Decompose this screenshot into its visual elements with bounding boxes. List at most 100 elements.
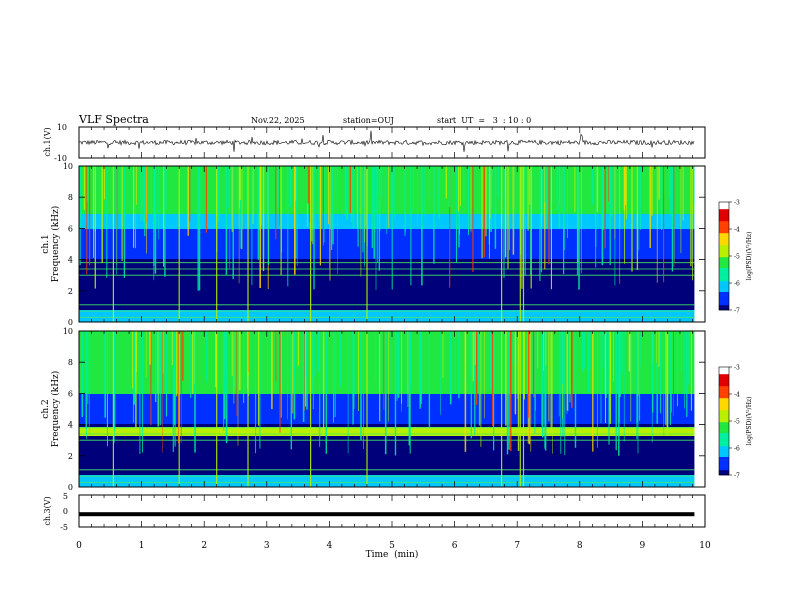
ch3-waveform-trace: [79, 512, 695, 517]
spectrogram-band: [79, 331, 695, 335]
freq-tick-label: 10: [63, 162, 73, 171]
spectrogram-band: [79, 289, 695, 293]
spectrogram-band: [79, 253, 695, 257]
ch2-colorbar: -3 -4 -5 -6 -7 log(PSD)(V²/Hz): [718, 365, 753, 480]
colorbar-swatch: [719, 224, 729, 227]
colorbar-swatch: [719, 395, 729, 398]
colorbar-swatch: [719, 428, 729, 430]
spectrogram-band: [79, 352, 695, 356]
colorbar-swatch: [719, 227, 729, 229]
colorbar-swatch: [719, 413, 729, 416]
spectrogram-band: [79, 313, 695, 317]
time-tick-label: 2: [201, 541, 207, 551]
colorbar-swatch: [719, 368, 729, 370]
colorbar-swatch: [719, 376, 729, 379]
colorbar-swatch: [719, 404, 729, 406]
spectrogram-band: [79, 379, 695, 383]
colorbar-swatch: [719, 266, 729, 269]
spectrogram-band: [79, 358, 695, 362]
colorbar-swatch: [719, 417, 729, 419]
spectrogram-band: [79, 310, 695, 314]
spectrogram-band: [79, 370, 695, 374]
time-tick-label: 4: [327, 541, 333, 551]
spectrogram-band: [79, 301, 695, 305]
colorbar-swatch: [719, 293, 729, 295]
colorbar-swatch: [719, 203, 729, 205]
colorbar-swatch: [719, 300, 729, 302]
spectrogram-band: [79, 397, 695, 401]
colorbar-swatch: [719, 441, 729, 443]
ch3-waveform-ylabel: ch.3(V): [43, 496, 52, 525]
spectrogram-band: [79, 406, 695, 410]
colorbar-swatch: [719, 282, 729, 284]
spectrogram-band: [79, 454, 695, 458]
freq-tick-label: 10: [63, 327, 73, 336]
colorbar-swatch: [719, 210, 729, 212]
colorbar-swatch: [719, 234, 729, 236]
spectrogram-band: [79, 349, 695, 353]
colorbar-swatch: [719, 400, 729, 403]
spectrogram-band: [79, 340, 695, 344]
spectrogram-band: [79, 457, 695, 461]
colorbar-swatch: [719, 454, 729, 457]
colorbar-swatch: [719, 206, 729, 209]
colorbar-swatch: [719, 220, 729, 222]
spectrogram-band: [79, 346, 695, 350]
colorbar-swatch: [719, 424, 729, 427]
colorbar-swatch: [719, 294, 729, 296]
colorbar-swatch: [719, 247, 729, 250]
colorbar-swatch: [719, 443, 729, 446]
colorbar-swatch: [719, 436, 729, 439]
colorbar-swatch: [719, 447, 729, 449]
ch1-frequency-label: Frequency (kHz): [50, 206, 61, 283]
spectrogram-band: [79, 337, 695, 341]
spectrogram-band: [79, 382, 695, 386]
colorbar-swatch: [719, 399, 729, 401]
colorbar-swatch: [719, 410, 729, 412]
ch2-frequency-label: Frequency (kHz): [50, 371, 61, 448]
colorbar-tick-label: -3: [734, 200, 740, 207]
spectrogram-band: [79, 463, 695, 467]
colorbar-swatch: [719, 236, 729, 239]
colorbar-swatch: [719, 205, 729, 208]
colorbar-swatch: [719, 306, 729, 308]
colorbar-swatch: [719, 233, 729, 235]
spectrogram-band: [79, 256, 695, 260]
colorbar-swatch: [719, 416, 729, 418]
ch1-ytick-top: 10: [57, 123, 67, 132]
colorbar-swatch: [719, 466, 729, 469]
colorbar-swatch: [719, 397, 729, 399]
colorbar-swatch: [719, 459, 729, 461]
colorbar-swatch: [719, 277, 729, 280]
ch1-spectrogram-panel: 0 2 4 6 8 10 ch.1 Frequency (kHz): [41, 162, 706, 327]
colorbar-swatch: [719, 263, 729, 265]
spectrogram-band: [79, 451, 695, 455]
colorbar-tick-label: -4: [734, 227, 740, 234]
colorbar-swatch: [719, 232, 729, 234]
spectrogram-band: [79, 409, 695, 413]
spectrogram-band: [79, 343, 695, 347]
colorbar-swatch: [719, 386, 729, 388]
colorbar-swatch: [719, 240, 729, 242]
colorbar-swatch: [719, 375, 729, 377]
ch2-spectrogram-image: [79, 331, 695, 488]
spectrogram-band: [79, 241, 695, 245]
colorbar-swatch: [719, 472, 729, 475]
colorbar-tick-label: -6: [734, 281, 740, 288]
colorbar-swatch: [719, 301, 729, 304]
colorbar-swatch: [719, 455, 729, 458]
colorbar-swatch: [719, 448, 729, 451]
colorbar-swatch: [719, 307, 729, 310]
time-tick-label: 9: [640, 541, 646, 551]
ch3-ytick-bottom: -5: [60, 523, 68, 532]
colorbar-swatch: [719, 429, 729, 431]
colorbar-swatch: [719, 452, 729, 454]
spectrogram-band: [79, 364, 695, 368]
colorbar-swatch: [719, 298, 729, 300]
colorbar-swatch: [719, 283, 729, 286]
spectrogram-band: [79, 439, 695, 443]
spectrogram-band: [79, 481, 695, 485]
spectrogram-band: [79, 421, 695, 425]
colorbar-swatch: [719, 403, 729, 405]
colorbar-swatch: [719, 427, 729, 429]
